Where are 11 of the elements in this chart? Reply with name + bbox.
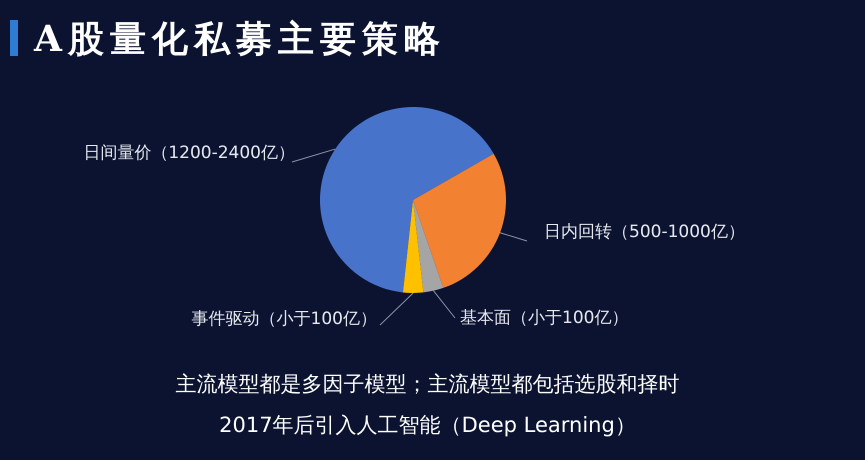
- pie-slice: [320, 107, 494, 292]
- slice-label: 日内回转（500-1000亿）: [544, 222, 745, 242]
- pie-slice: [402, 200, 424, 293]
- slice-label: 基本面（小于100亿）: [460, 308, 628, 328]
- slice-label: 日间量价（1200-2400亿）: [83, 143, 295, 163]
- slice-label: 事件驱动（小于100亿）: [192, 309, 377, 329]
- chart-title: A股量化私募主要策略: [34, 17, 446, 62]
- pie-slice: [413, 200, 444, 292]
- pie-slice: [413, 154, 506, 288]
- text: 2017年后引入人工智能（Deep Learning）: [218, 412, 637, 439]
- text: 主流模型都是多因子模型；主流模型都包括选股和择时: [174, 371, 680, 398]
